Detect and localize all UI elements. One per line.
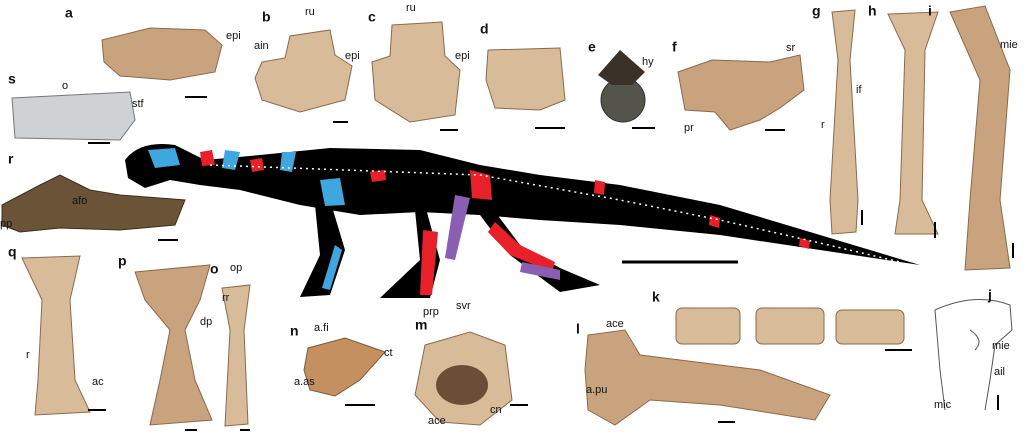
specimen-k-1 — [675, 307, 741, 345]
anatomy-label: mic — [934, 399, 952, 411]
anatomy-label: epi — [345, 50, 360, 62]
specimen-p — [134, 264, 213, 426]
skull-bone — [148, 148, 180, 168]
anatomy-label: stf — [132, 98, 145, 110]
specimen-g — [829, 9, 859, 235]
specimen-r — [1, 174, 186, 233]
anatomy-label: cn — [490, 404, 502, 416]
anatomical-labels: epi ru ain epi ru epi hy sr pr if r mie … — [0, 2, 1018, 427]
anatomy-label: ac — [92, 376, 104, 388]
anatomy-label: r — [26, 349, 30, 361]
specimen-c — [371, 21, 461, 123]
red-limb — [420, 222, 555, 295]
panel-letter: m — [415, 317, 427, 333]
panel-letter: s — [8, 71, 16, 87]
panel-letter: f — [672, 39, 677, 55]
anatomy-label: prp — [423, 306, 439, 318]
specimen-q — [21, 255, 91, 416]
panel-letter: e — [588, 39, 596, 55]
panel-letter: g — [812, 3, 821, 19]
anatomy-label: epi — [455, 50, 470, 62]
anatomy-label: hy — [642, 56, 654, 68]
panel-letter: c — [368, 9, 376, 25]
anatomy-label: a.pu — [586, 384, 607, 396]
purple-bones — [445, 195, 560, 280]
panel-letter: a — [65, 5, 73, 21]
specimen-s — [11, 91, 136, 141]
panel-letter: h — [868, 3, 877, 19]
anatomy-label: ru — [305, 6, 315, 18]
anatomy-label: pr — [684, 122, 694, 134]
panel-letter: k — [652, 289, 660, 305]
specimen-m-ace — [436, 365, 488, 405]
specimen-k-3 — [835, 309, 905, 345]
anatomy-label: mie — [992, 340, 1010, 352]
anatomy-label: afo — [72, 195, 87, 207]
anatomy-label: ru — [406, 2, 416, 14]
anatomy-label: if — [856, 84, 862, 96]
anatomy-label: op — [230, 262, 242, 274]
specimen-e-arch — [598, 50, 645, 85]
anatomy-label: ace — [606, 318, 624, 330]
blue-bones — [222, 150, 345, 290]
anatomy-label: r — [821, 119, 825, 131]
specimens — [1, 5, 1013, 427]
scale-bars — [88, 96, 1014, 431]
specimen-i — [949, 5, 1011, 271]
skeleton — [125, 144, 920, 298]
panel-letter: b — [262, 9, 271, 25]
specimen-a — [101, 27, 223, 81]
anatomy-label: pp — [0, 218, 12, 230]
specimen-f — [677, 54, 805, 131]
anatomy-label: o — [62, 80, 68, 92]
anatomy-label: ain — [254, 40, 269, 52]
panel-letter: i — [928, 3, 932, 19]
panel-letter: q — [8, 244, 17, 260]
panel-letter: p — [118, 253, 127, 269]
anatomy-label: rr — [222, 292, 230, 304]
vertebral-column — [209, 164, 901, 263]
panel-letter: j — [987, 287, 992, 303]
anatomy-label: dp — [200, 316, 212, 328]
panel-letter: o — [210, 261, 219, 277]
anatomy-label: epi — [226, 30, 241, 42]
body-silhouette — [125, 144, 920, 265]
anatomy-label: sr — [786, 42, 796, 54]
anatomy-label: mie — [1000, 39, 1018, 51]
panel-letters: a b c d e f g h i s r q p o n m l k j — [8, 3, 992, 339]
specimen-l — [584, 329, 831, 426]
specimen-n — [303, 337, 386, 397]
panel-letter: d — [480, 21, 489, 37]
drawing-j — [934, 299, 1013, 411]
red-bones — [200, 150, 810, 249]
anatomy-label: ace — [428, 415, 446, 427]
specimen-h — [887, 11, 939, 235]
panel-letter: r — [8, 151, 14, 167]
anatomy-label: ct — [384, 347, 393, 359]
anatomy-label: svr — [456, 300, 471, 312]
panel-letter: n — [290, 323, 299, 339]
specimen-b — [254, 29, 353, 113]
specimen-o — [221, 284, 251, 427]
anatomy-label: a.fi — [314, 322, 329, 334]
specimen-d — [485, 47, 566, 111]
panel-letter: l — [576, 321, 580, 337]
specimen-k-2 — [755, 307, 825, 345]
anatomy-label: ail — [994, 366, 1005, 378]
anatomy-label: a.as — [294, 376, 315, 388]
